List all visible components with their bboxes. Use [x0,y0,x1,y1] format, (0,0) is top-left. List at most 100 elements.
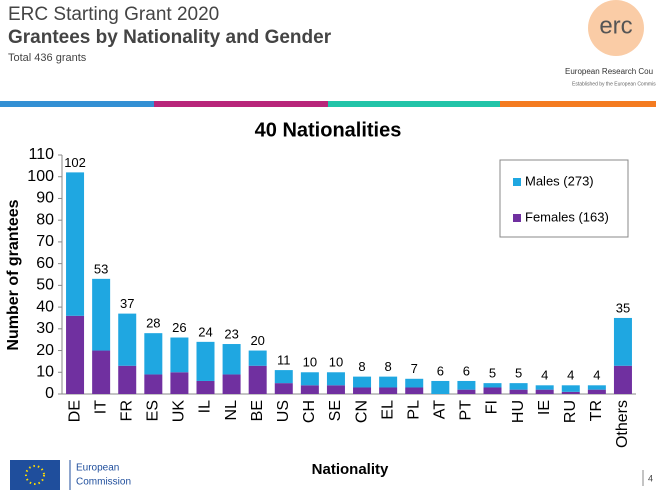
logo-dots [588,0,644,56]
x-tick-label: Others [614,400,631,448]
value-label: 23 [224,326,238,341]
bar-segment [222,344,241,375]
slide-note: Total 436 grants [8,52,87,64]
logo-text: erc [599,12,632,39]
bar-segment [92,278,111,351]
value-label: 11 [277,353,291,368]
bar-segment [144,333,163,375]
x-tick-label: IL [197,400,214,413]
bar-segment [353,376,372,388]
x-tick-label: SE [327,400,344,421]
y-tick-label: 80 [36,211,54,228]
bar-segment [196,380,215,394]
value-label: 10 [329,355,343,370]
value-label: 4 [541,368,548,383]
bar-segment [561,391,580,394]
x-tick-label: CN [353,400,370,423]
legend-swatch [513,214,521,222]
x-tick-label: FI [484,400,501,414]
bar-segment [379,387,398,394]
chart-title: 40 Nationalities [255,119,402,141]
value-label: 102 [64,155,86,170]
slide-title: ERC Starting Grant 2020 [8,4,219,25]
bar-segment [274,383,293,394]
strip [500,101,656,107]
value-label: 4 [593,368,600,383]
y-tick-label: 40 [36,298,54,315]
bar-segment [405,387,424,394]
x-tick-label: RU [562,400,579,423]
value-label: 37 [120,296,134,311]
value-label: 6 [463,363,470,378]
value-label: 20 [250,333,264,348]
x-tick-label: CH [301,400,318,423]
y-tick-label: 70 [36,233,54,250]
x-tick-label: TR [588,400,605,421]
y-tick-label: 110 [28,146,54,163]
logo-org-note: Established by the European Commissio [572,81,656,87]
bar-segment [300,385,319,394]
bar-segment [248,365,267,394]
y-tick-label: 0 [45,385,54,402]
x-tick-label: NL [223,400,240,421]
x-tick-label: PT [458,400,475,421]
bar-segment [353,387,372,394]
bar-segment [144,374,163,394]
x-tick-label: PL [405,400,422,420]
bar-segment [535,389,554,394]
legend-swatch [513,178,521,186]
x-axis-label: Nationality [312,461,389,478]
y-tick-label: 60 [36,255,54,272]
x-tick-label: IE [536,400,553,415]
bar-segment [535,385,554,390]
bar-segment [274,370,293,384]
value-label: 24 [198,324,212,339]
eu-flag [10,460,60,490]
eu-stars [25,465,45,485]
bar-segment [431,380,450,394]
y-tick-label: 100 [27,168,54,185]
bar-segment [92,350,111,394]
bar-segment [118,313,137,366]
footer-org: Commission [76,477,131,488]
value-label: 26 [172,320,186,335]
value-label: 8 [385,359,392,374]
legend-label: Males (273) [525,173,594,188]
bar-segment [587,385,606,390]
bar-segment [222,374,241,394]
bar-segment [170,337,189,373]
bar-segment [457,389,476,394]
value-label: 5 [515,366,522,381]
x-tick-label: ES [145,400,162,421]
bar-segment [457,380,476,390]
value-label: 28 [146,316,160,331]
bar-segment [326,372,345,386]
value-label: 53 [94,261,108,276]
value-label: 4 [567,368,574,383]
x-tick-label: BE [249,400,266,421]
bar-segment [483,387,502,394]
y-tick-label: 90 [36,190,54,207]
footer-org: European [76,463,119,474]
bar-segment [118,365,137,394]
value-label: 35 [616,300,630,315]
x-tick-label: US [275,400,292,422]
bar-segment [561,385,580,392]
x-tick-label: UK [171,400,188,423]
x-tick-label: EL [379,400,396,420]
bar-segment [196,341,215,381]
y-tick-label: 20 [36,342,54,359]
y-tick-label: 30 [36,320,54,337]
x-tick-label: HU [510,400,527,423]
strip [328,101,500,107]
bar-segment [483,383,502,388]
bar-segment [248,350,267,366]
x-tick-label: AT [432,400,449,419]
value-label: 8 [358,359,365,374]
y-tick-label: 10 [36,363,54,380]
value-label: 6 [437,363,444,378]
bar-segment [326,385,345,394]
bar-segment [66,315,85,394]
bar-segment [170,372,189,394]
